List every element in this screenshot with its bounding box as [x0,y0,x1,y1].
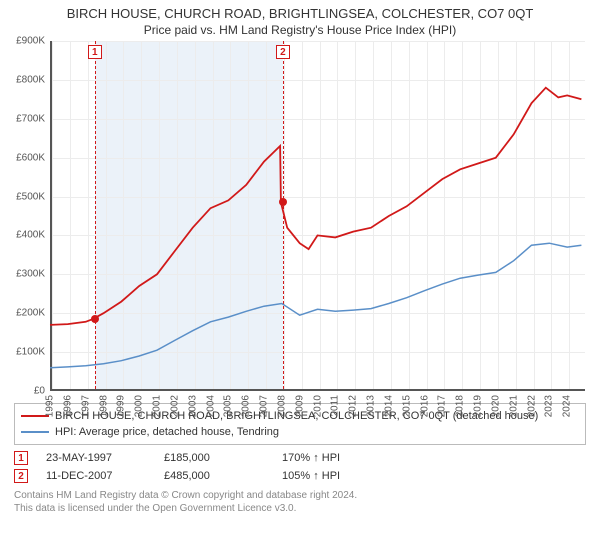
x-axis-label: 1998 [98,395,109,417]
footer-line-2: This data is licensed under the Open Gov… [14,502,586,515]
x-axis-label: 2019 [473,395,484,417]
sale-row-badge: 2 [14,469,28,483]
sale-price: £485,000 [164,470,264,482]
x-axis-label: 2002 [169,395,180,417]
x-axis-label: 1997 [80,395,91,417]
footer-attribution: Contains HM Land Registry data © Crown c… [14,489,586,515]
legend-swatch [21,431,49,433]
x-axis-label: 2018 [455,395,466,417]
legend-entry: HPI: Average price, detached house, Tend… [21,424,579,440]
x-axis-label: 2001 [152,395,163,417]
sale-price: £185,000 [164,452,264,464]
sale-pct: 105% ↑ HPI [282,470,382,482]
y-axis-label: £900K [0,36,45,47]
y-axis-label: £100K [0,347,45,358]
sale-row: 1 23-MAY-1997 £185,000 170% ↑ HPI [14,449,586,467]
x-axis-label: 2012 [348,395,359,417]
sale-date: 23-MAY-1997 [46,452,146,464]
x-axis-label: 2015 [401,395,412,417]
chart-plot-area: 12 £0£100K£200K£300K£400K£500K£600K£700K… [50,41,585,391]
x-axis-label: 2007 [259,395,270,417]
x-axis-label: 2014 [383,395,394,417]
x-axis-label: 1995 [45,395,56,417]
x-axis-label: 2009 [294,395,305,417]
x-axis-label: 2011 [330,395,341,417]
x-axis-label: 2023 [544,395,555,417]
y-axis-label: £700K [0,113,45,124]
y-axis-label: £400K [0,230,45,241]
x-axis-label: 2022 [526,395,537,417]
y-axis-label: £800K [0,74,45,85]
x-axis-label: 2020 [490,395,501,417]
y-axis-label: £500K [0,191,45,202]
y-axis-label: £600K [0,152,45,163]
footer-line-1: Contains HM Land Registry data © Crown c… [14,489,586,502]
x-axis-label: 2008 [276,395,287,417]
x-axis-label: 2016 [419,395,430,417]
x-axis-label: 2024 [562,395,573,417]
x-axis-label: 2006 [241,395,252,417]
y-axis-label: £300K [0,269,45,280]
x-axis-label: 2010 [312,395,323,417]
sale-row-badge: 1 [14,451,28,465]
x-axis-label: 2017 [437,395,448,417]
x-axis-label: 1996 [62,395,73,417]
x-axis-label: 2003 [187,395,198,417]
x-axis-label: 2000 [134,395,145,417]
sale-row: 2 11-DEC-2007 £485,000 105% ↑ HPI [14,467,586,485]
series-property [50,88,581,325]
y-axis-label: £0 [0,386,45,397]
x-axis-label: 1999 [116,395,127,417]
y-axis-label: £200K [0,308,45,319]
x-axis-label: 2021 [508,395,519,417]
sale-date: 11-DEC-2007 [46,470,146,482]
x-axis-label: 2013 [366,395,377,417]
chart-title: BIRCH HOUSE, CHURCH ROAD, BRIGHTLINGSEA,… [0,0,600,21]
x-axis-label: 2004 [205,395,216,417]
legend-text: HPI: Average price, detached house, Tend… [55,426,279,438]
sale-pct: 170% ↑ HPI [282,452,382,464]
x-axis-label: 2005 [223,395,234,417]
sales-table: 1 23-MAY-1997 £185,000 170% ↑ HPI 2 11-DEC-20… [14,449,586,485]
chart-subtitle: Price paid vs. HM Land Registry's House … [0,21,600,41]
series-hpi [50,243,581,368]
